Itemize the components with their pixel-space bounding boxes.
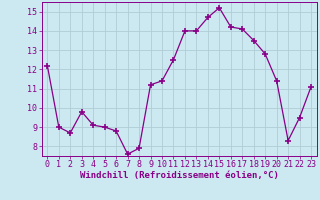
X-axis label: Windchill (Refroidissement éolien,°C): Windchill (Refroidissement éolien,°C): [80, 171, 279, 180]
